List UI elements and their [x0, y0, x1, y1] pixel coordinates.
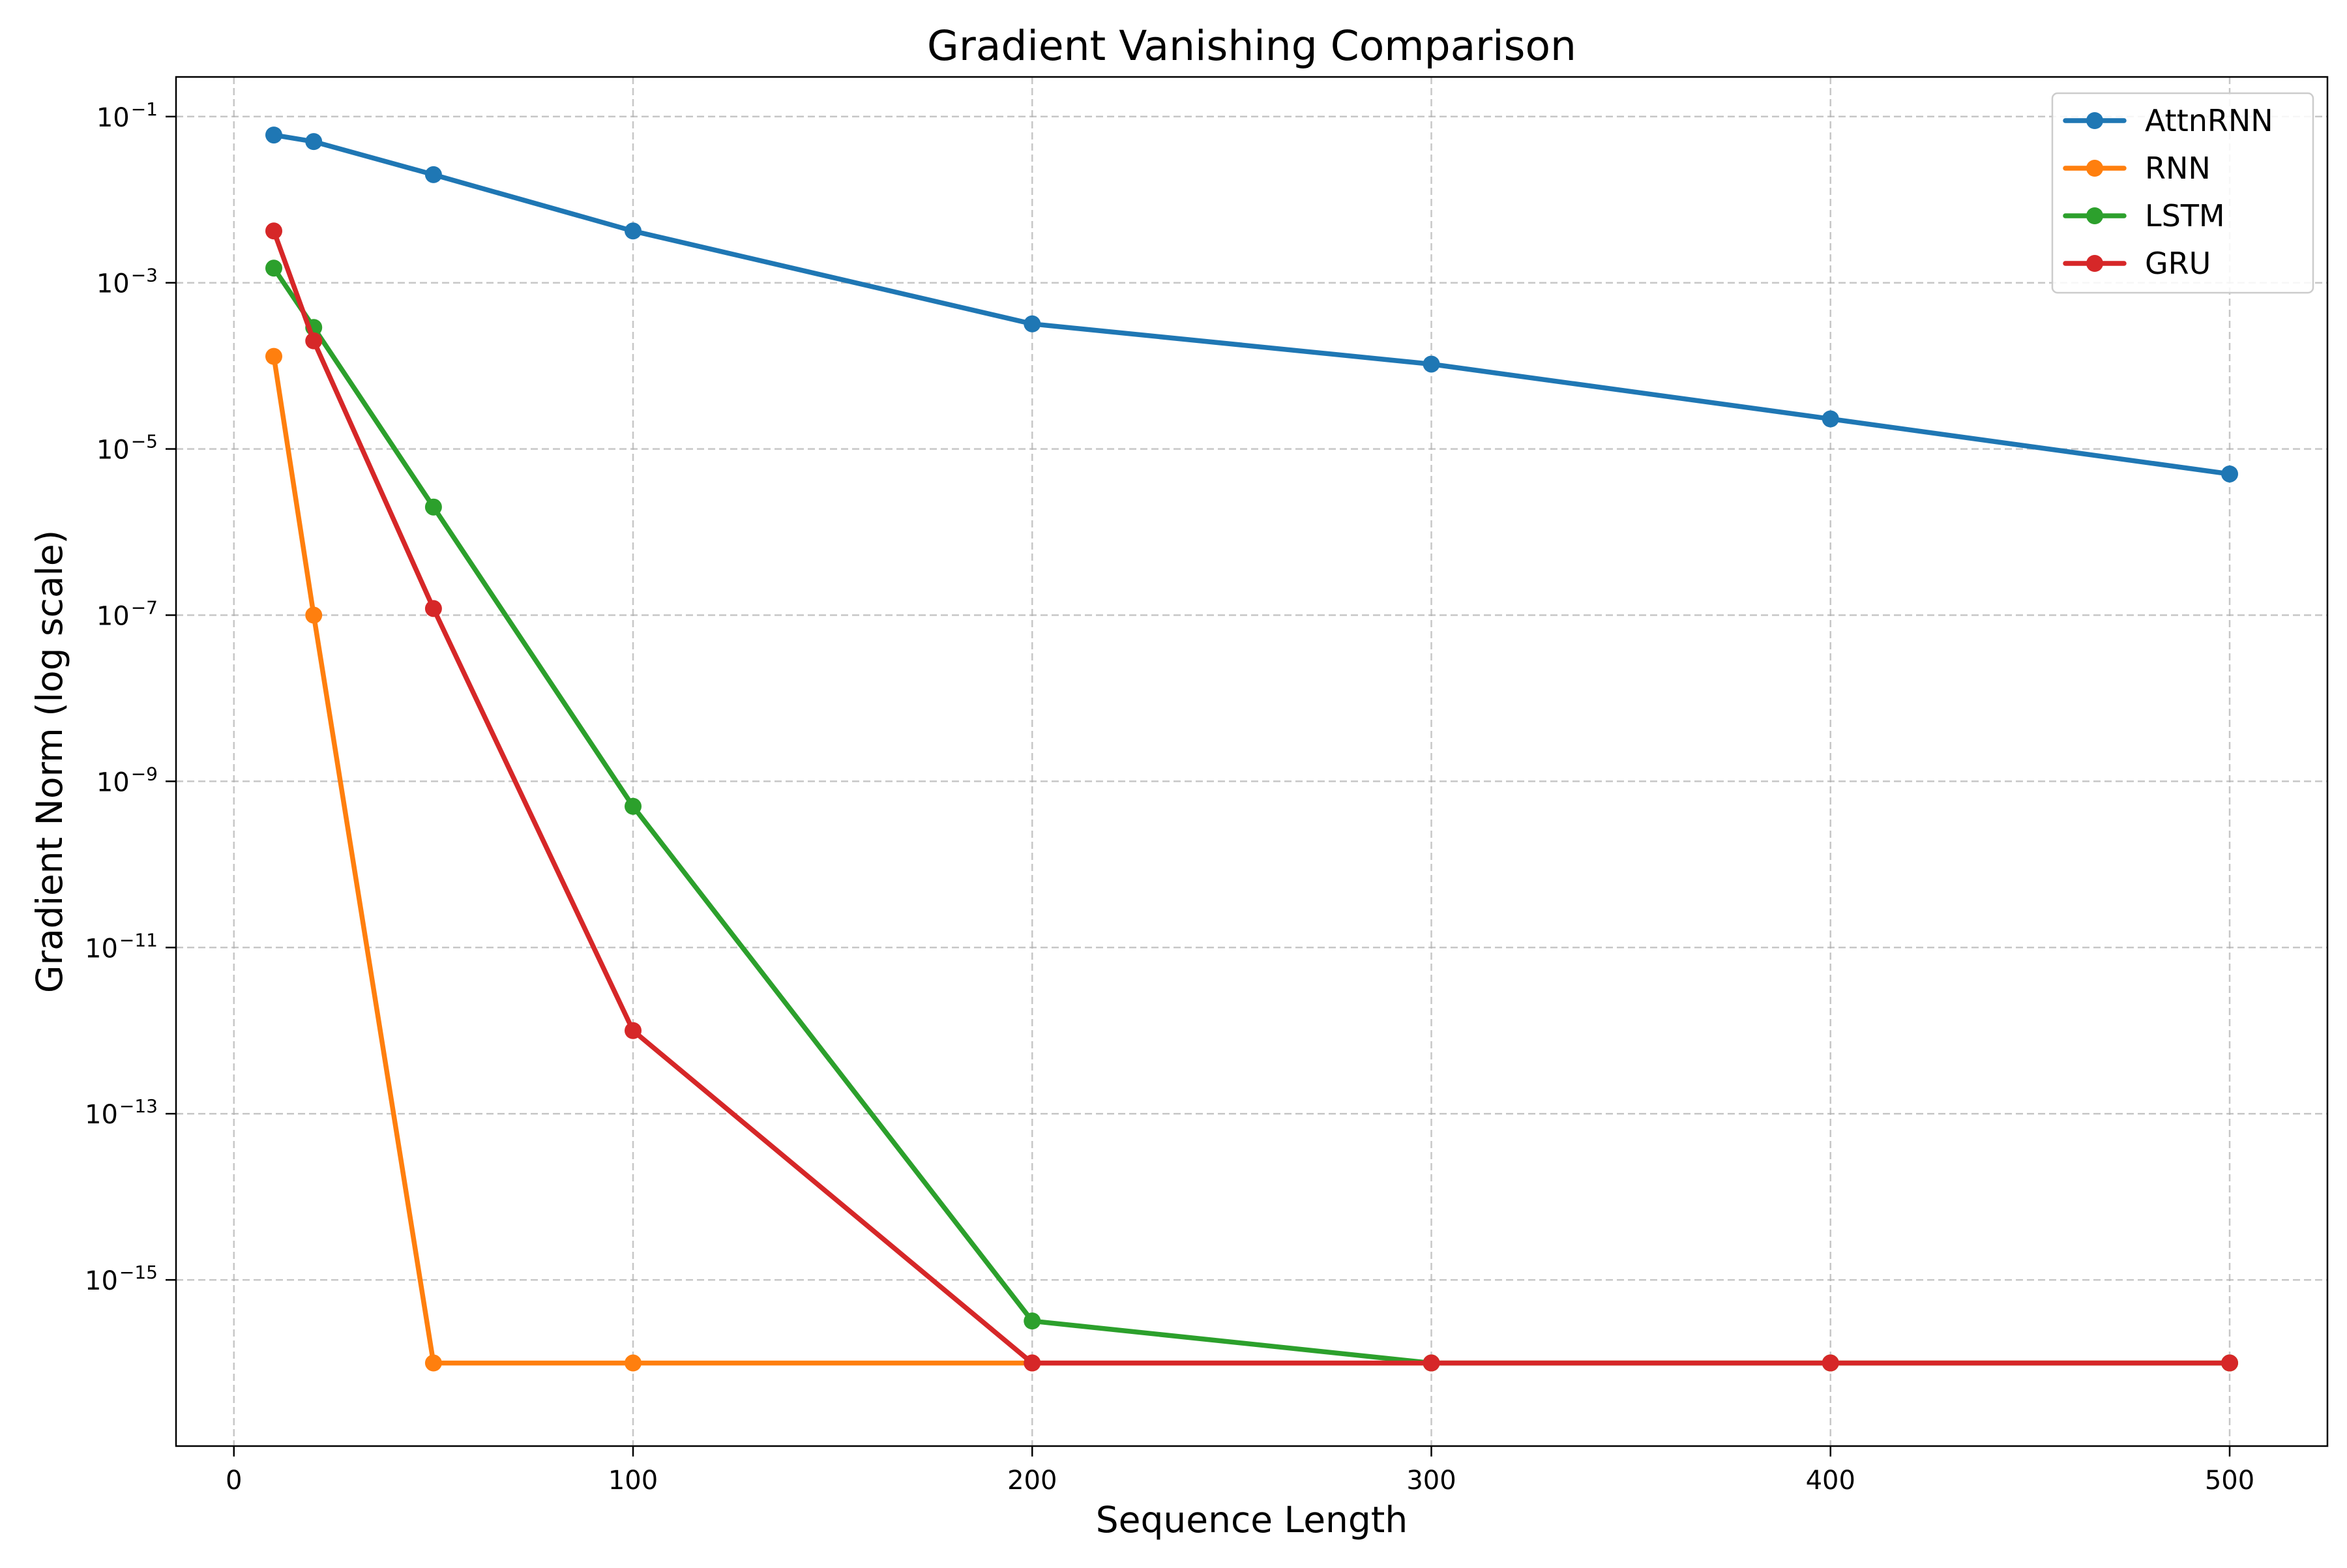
data-point-attnrnn — [625, 222, 642, 240]
data-point-gru — [1822, 1354, 1839, 1372]
legend: AttnRNN RNN LSTM GRU — [2051, 92, 2314, 294]
axis-ticks: 0 100 200 300 400 500−110−310−510−710−910−111… — [85, 98, 2254, 1496]
x-axis-label: Sequence Length — [1096, 1499, 1408, 1541]
x-tick-label: 300 — [1406, 1466, 1456, 1496]
data-point-gru — [265, 222, 282, 240]
y-tick-exponent: −9 — [131, 763, 158, 784]
y-tick-exponent: −7 — [131, 597, 158, 619]
legend-swatch-marker — [2086, 112, 2103, 129]
y-tick-exponent: −5 — [131, 431, 158, 452]
y-tick-base: 10 — [85, 1100, 118, 1130]
legend-item-gru: GRU — [2063, 246, 2211, 281]
data-point-rnn — [305, 606, 323, 624]
plot-frame — [175, 76, 2329, 1447]
x-tick-label: 0 — [226, 1466, 242, 1496]
legend-item-attnrnn: AttnRNN — [2063, 103, 2273, 138]
y-axis-label: Gradient Norm (log scale) — [29, 530, 70, 993]
data-point-gru — [424, 600, 442, 617]
legend-item-lstm: LSTM — [2063, 198, 2225, 233]
y-tick-label: −110 — [96, 98, 158, 133]
legend-label: AttnRNN — [2145, 103, 2273, 138]
data-point-attnrnn — [1822, 410, 1839, 428]
data-point-rnn — [424, 1354, 442, 1372]
series-line-attnrnn — [271, 132, 2232, 477]
data-point-rnn — [265, 348, 282, 365]
y-tick-base: 10 — [96, 767, 130, 797]
y-tick-exponent: −13 — [119, 1095, 158, 1117]
x-tick-label: 100 — [608, 1466, 658, 1496]
data-point-lstm — [625, 797, 642, 815]
series-layer — [265, 126, 2238, 1372]
series-attnrnn — [265, 126, 2238, 482]
y-tick-base: 10 — [85, 934, 118, 964]
y-tick-label: −710 — [96, 597, 158, 632]
data-point-gru — [305, 332, 323, 349]
y-tick-base: 10 — [96, 103, 130, 133]
legend-item-rnn: RNN — [2063, 151, 2211, 186]
y-tick-exponent: −15 — [119, 1262, 158, 1283]
chart-title: Gradient Vanishing Comparison — [927, 22, 1576, 70]
data-point-lstm — [265, 259, 282, 277]
legend-label: RNN — [2145, 151, 2211, 186]
y-tick-label: −510 — [96, 431, 158, 466]
data-point-gru — [625, 1022, 642, 1039]
data-point-gru — [2221, 1354, 2238, 1372]
data-point-attnrnn — [2221, 465, 2238, 482]
data-point-attnrnn — [1024, 315, 1041, 333]
legend-label: GRU — [2145, 246, 2211, 281]
legend-swatch-marker — [2086, 160, 2103, 177]
data-point-lstm — [424, 498, 442, 516]
legend-swatch-marker — [2086, 255, 2103, 272]
y-tick-exponent: −11 — [119, 929, 158, 951]
data-point-attnrnn — [265, 126, 282, 144]
x-tick-label: 400 — [1806, 1466, 1855, 1496]
data-point-rnn — [625, 1354, 642, 1372]
data-point-attnrnn — [424, 166, 442, 183]
y-tick-base: 10 — [96, 602, 130, 632]
data-point-attnrnn — [305, 133, 323, 151]
series-gru — [265, 222, 2238, 1372]
y-tick-exponent: −3 — [131, 265, 158, 286]
series-line-gru — [271, 228, 2232, 1366]
y-tick-base: 10 — [96, 436, 130, 466]
data-point-gru — [1423, 1354, 1440, 1372]
x-tick-label: 200 — [1007, 1466, 1057, 1496]
y-tick-label: −310 — [96, 265, 158, 299]
legend-label: LSTM — [2145, 198, 2225, 233]
y-tick-exponent: −1 — [131, 98, 158, 120]
legend-box — [2051, 92, 2314, 294]
grid — [176, 77, 2327, 1446]
data-point-attnrnn — [1423, 355, 1440, 373]
y-tick-label: −910 — [96, 763, 158, 797]
data-point-gru — [1024, 1354, 1041, 1372]
y-tick-base: 10 — [96, 269, 130, 299]
legend-swatch-marker — [2086, 207, 2103, 224]
x-tick-label: 500 — [2205, 1466, 2254, 1496]
y-tick-base: 10 — [85, 1266, 118, 1296]
data-point-lstm — [1024, 1312, 1041, 1330]
